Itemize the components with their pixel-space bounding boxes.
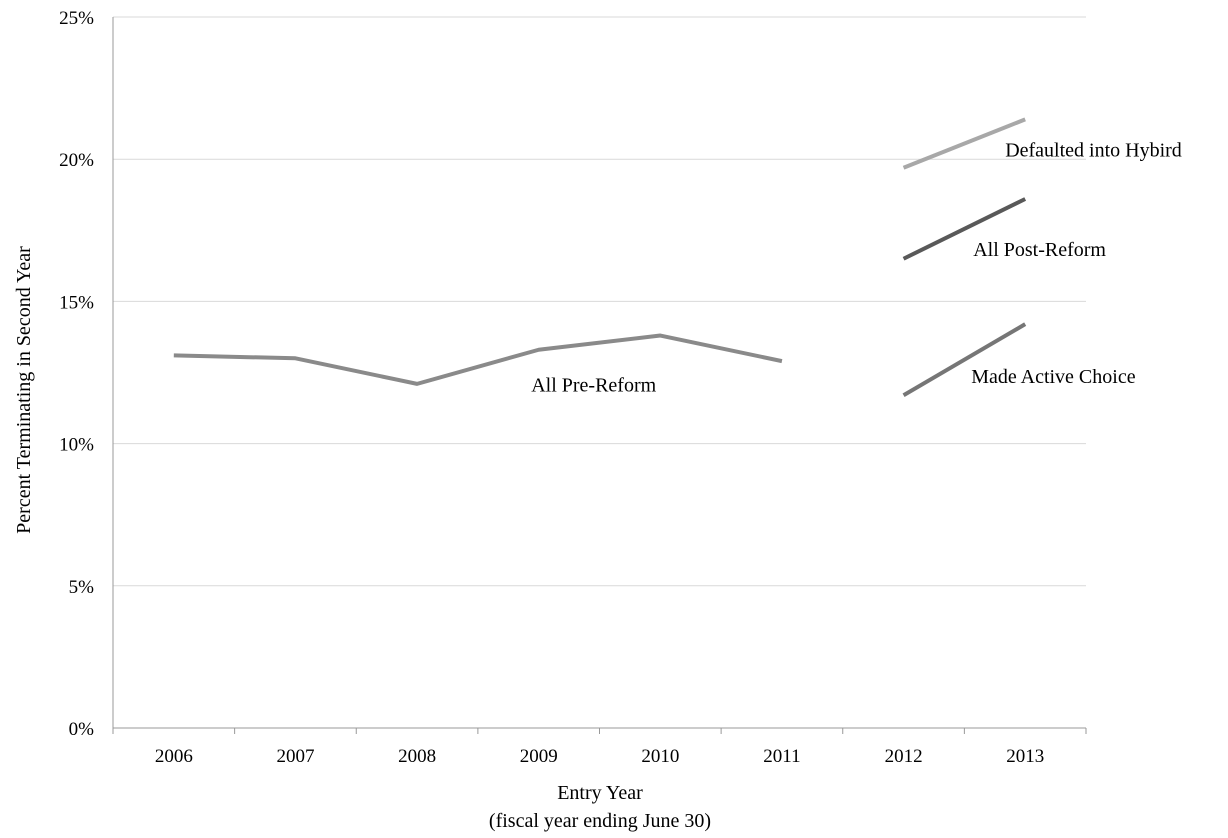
series-lines bbox=[173, 117, 1027, 397]
y-tick-label: 15% bbox=[59, 292, 94, 313]
series-label: All Pre-Reform bbox=[531, 375, 656, 397]
y-tick-label: 25% bbox=[59, 8, 94, 29]
x-tick-label: 2009 bbox=[520, 746, 558, 767]
x-tick-label: 2007 bbox=[276, 746, 314, 767]
x-tick-label: 2013 bbox=[1006, 746, 1044, 767]
x-axis-subtitle: (fiscal year ending June 30) bbox=[489, 810, 711, 832]
x-axis-ticks: 2006 2007 2008 2009 2010 2011 2012 2013 bbox=[112, 728, 1087, 767]
gridlines bbox=[113, 16, 1086, 587]
y-tick-label: 0% bbox=[69, 719, 95, 740]
series-line bbox=[902, 322, 1027, 397]
x-tick-label: 2010 bbox=[641, 746, 679, 767]
series-labels: All Pre-Reform Defaulted into Hybird All P… bbox=[531, 139, 1182, 396]
series-label: All Post-Reform bbox=[973, 239, 1106, 261]
y-tick-label: 20% bbox=[59, 150, 94, 171]
series-line bbox=[173, 333, 783, 386]
x-axis-title: Entry Year bbox=[557, 782, 643, 804]
y-tick-label: 5% bbox=[69, 577, 95, 598]
y-axis-ticks: 0% 5% 10% 15% 20% 25% bbox=[59, 8, 94, 740]
x-tick-label: 2011 bbox=[763, 746, 800, 767]
series-label: Made Active Choice bbox=[971, 366, 1136, 388]
series-line bbox=[902, 117, 1026, 170]
x-tick-label: 2006 bbox=[155, 746, 193, 767]
series-line bbox=[902, 197, 1027, 261]
series-label: Defaulted into Hybird bbox=[1005, 139, 1182, 161]
x-tick-label: 2008 bbox=[398, 746, 436, 767]
x-tick-label: 2012 bbox=[885, 746, 923, 767]
y-axis-title: Percent Terminating in Second Year bbox=[13, 246, 35, 534]
y-tick-label: 10% bbox=[59, 435, 94, 456]
